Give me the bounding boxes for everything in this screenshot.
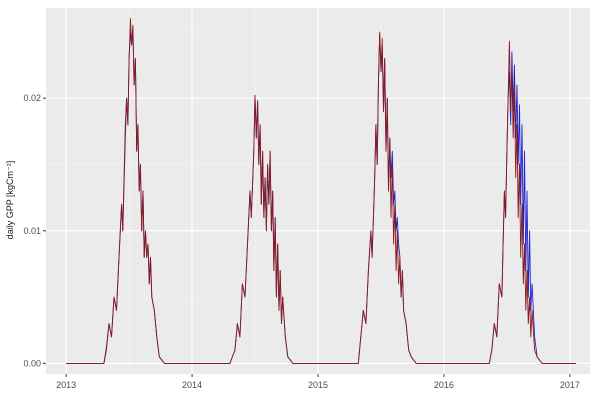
x-tick-label: 2015 [308,380,328,390]
series-line-dark-red [66,18,577,364]
y-tick-label: 0.00 [23,358,41,368]
y-tick-label: 0.01 [23,226,41,236]
x-tick-label: 2016 [434,380,454,390]
x-tick-label: 2014 [182,380,202,390]
x-tick-label: 2017 [560,380,580,390]
y-tick-label: 0.02 [23,93,41,103]
x-tick-label: 2013 [56,380,76,390]
